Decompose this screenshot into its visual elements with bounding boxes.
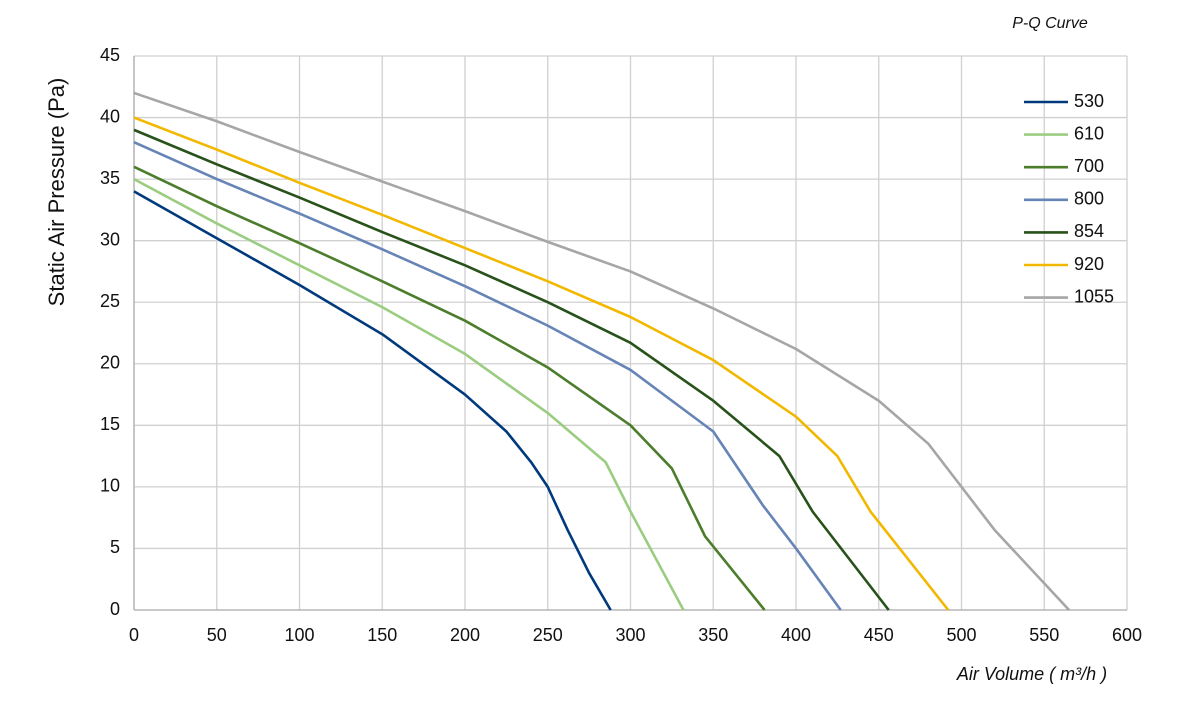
y-axis-label: Static Air Pressure (Pa) (44, 78, 69, 307)
series-line (133, 116, 950, 611)
y-tick-label: 40 (100, 106, 120, 126)
series-line (133, 190, 612, 611)
x-axis-label: Air Volume ( m³/h ) (956, 664, 1107, 684)
x-tick-label: 350 (698, 625, 728, 645)
y-tick-label: 35 (100, 168, 120, 188)
y-tick-label: 45 (100, 45, 120, 65)
x-tick-label: 500 (946, 625, 976, 645)
y-tick-label: 15 (100, 414, 120, 434)
x-tick-label: 450 (864, 625, 894, 645)
x-tick-label: 400 (781, 625, 811, 645)
x-tick-label: 250 (533, 625, 563, 645)
x-tick-label: 0 (129, 625, 139, 645)
series-line (133, 140, 842, 611)
y-tick-label: 25 (100, 291, 120, 311)
legend-label: 530 (1074, 91, 1104, 111)
x-tick-label: 300 (615, 625, 645, 645)
series-line (133, 165, 766, 611)
x-tick-label: 200 (450, 625, 480, 645)
chart-title: P-Q Curve (1012, 15, 1088, 32)
series-line (133, 177, 685, 611)
y-tick-label: 5 (110, 537, 120, 557)
x-tick-label: 600 (1112, 625, 1142, 645)
y-tick-label: 0 (110, 599, 120, 619)
y-tick-label: 20 (100, 353, 120, 373)
series-line (133, 91, 1071, 611)
legend-label: 700 (1074, 156, 1104, 176)
x-tick-label: 100 (284, 625, 314, 645)
series-line (133, 128, 890, 611)
legend-label: 1055 (1074, 286, 1114, 306)
legend-label: 800 (1074, 189, 1104, 209)
x-tick-label: 50 (207, 625, 227, 645)
x-tick-label: 550 (1029, 625, 1059, 645)
x-tick-label: 150 (367, 625, 397, 645)
legend-label: 920 (1074, 254, 1104, 274)
legend-label: 854 (1074, 221, 1104, 241)
y-tick-label: 10 (100, 476, 120, 496)
legend-label: 610 (1074, 123, 1104, 143)
y-tick-label: 30 (100, 229, 120, 249)
